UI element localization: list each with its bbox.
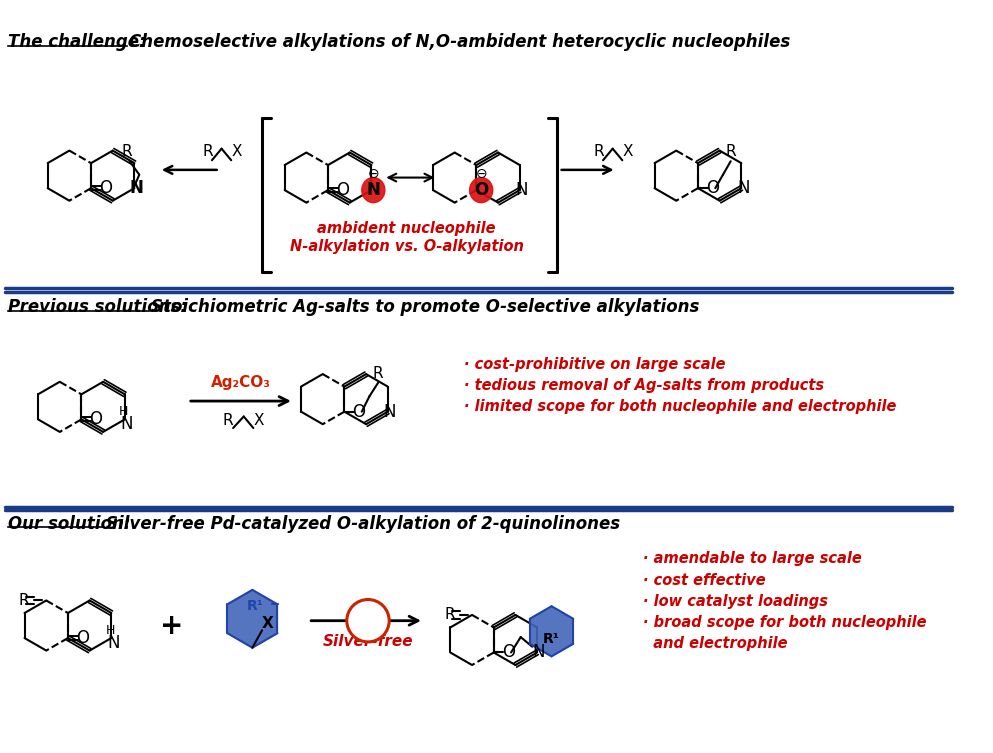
Text: ⊖: ⊖ [476, 166, 487, 181]
Text: N: N [120, 415, 133, 433]
Text: ambident nucleophile: ambident nucleophile [318, 221, 496, 236]
Text: H: H [119, 405, 128, 418]
Text: Silver-free Pd-catalyzed O-alkylation of 2-quinolinones: Silver-free Pd-catalyzed O-alkylation of… [106, 515, 620, 532]
Text: R: R [223, 413, 233, 428]
Text: N: N [129, 179, 143, 197]
Text: N: N [737, 179, 750, 197]
Text: X: X [262, 616, 274, 631]
Text: R: R [725, 144, 736, 159]
Text: N: N [366, 181, 380, 199]
Text: R: R [19, 593, 30, 608]
Text: X: X [623, 144, 634, 159]
Text: O: O [474, 181, 489, 199]
Text: · low catalyst loadings: · low catalyst loadings [643, 593, 828, 608]
Polygon shape [227, 590, 277, 648]
Text: O: O [89, 410, 102, 428]
Text: Stoichiometric Ag-salts to promote O-selective alkylations: Stoichiometric Ag-salts to promote O-sel… [151, 298, 700, 316]
Text: The challenge:: The challenge: [8, 33, 151, 51]
Text: O: O [99, 179, 112, 197]
Text: O: O [336, 181, 349, 199]
Text: O: O [501, 644, 514, 661]
Text: · cost effective: · cost effective [643, 572, 767, 587]
Text: R: R [372, 366, 383, 380]
Text: X: X [254, 413, 264, 428]
Polygon shape [530, 606, 573, 657]
Text: Pd: Pd [357, 613, 379, 628]
Text: X: X [231, 144, 242, 159]
Text: · tedious removal of Ag-salts from products: · tedious removal of Ag-salts from produ… [465, 378, 824, 393]
Text: Ag₂CO₃: Ag₂CO₃ [211, 375, 271, 390]
Text: and electrophile: and electrophile [643, 636, 788, 651]
Text: R: R [594, 144, 605, 159]
Text: O: O [75, 629, 89, 647]
Text: Chemoselective alkylations of N,O-ambident heterocyclic nucleophiles: Chemoselective alkylations of N,O-ambide… [129, 33, 790, 51]
Text: R: R [121, 144, 132, 159]
Text: Silver-free: Silver-free [323, 634, 413, 649]
Text: N: N [533, 644, 545, 661]
Circle shape [347, 599, 389, 642]
Text: O: O [353, 403, 365, 421]
Text: R¹: R¹ [247, 599, 264, 613]
Text: +: + [160, 611, 183, 639]
Text: · amendable to large scale: · amendable to large scale [643, 551, 862, 566]
Ellipse shape [470, 178, 493, 203]
Text: H: H [105, 623, 115, 637]
Text: O: O [706, 179, 719, 197]
Text: ⊖: ⊖ [367, 166, 379, 181]
Text: N: N [383, 403, 396, 421]
Text: Our solution:: Our solution: [8, 515, 136, 532]
Text: N-alkylation vs. O-alkylation: N-alkylation vs. O-alkylation [290, 239, 523, 255]
Text: N: N [107, 634, 119, 652]
Text: R: R [203, 144, 213, 159]
Text: · broad scope for both nucleophile: · broad scope for both nucleophile [643, 615, 927, 630]
Text: Previous solutions:: Previous solutions: [8, 298, 193, 316]
Text: · limited scope for both nucleophile and electrophile: · limited scope for both nucleophile and… [465, 399, 897, 414]
Text: N: N [515, 181, 528, 199]
Text: R: R [445, 608, 455, 623]
Text: · cost-prohibitive on large scale: · cost-prohibitive on large scale [465, 357, 726, 372]
Text: R¹: R¹ [543, 632, 560, 646]
Ellipse shape [361, 178, 385, 203]
